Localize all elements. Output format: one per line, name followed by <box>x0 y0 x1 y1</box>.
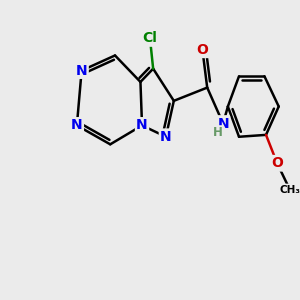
Text: N: N <box>160 130 172 144</box>
Text: CH₃: CH₃ <box>279 185 300 195</box>
Text: N: N <box>136 118 148 132</box>
Text: Cl: Cl <box>142 32 158 45</box>
Text: O: O <box>271 156 283 170</box>
Text: N: N <box>76 64 87 78</box>
Text: H: H <box>213 126 223 140</box>
Text: N: N <box>217 116 229 130</box>
Text: O: O <box>196 43 208 57</box>
Text: N: N <box>71 118 83 132</box>
